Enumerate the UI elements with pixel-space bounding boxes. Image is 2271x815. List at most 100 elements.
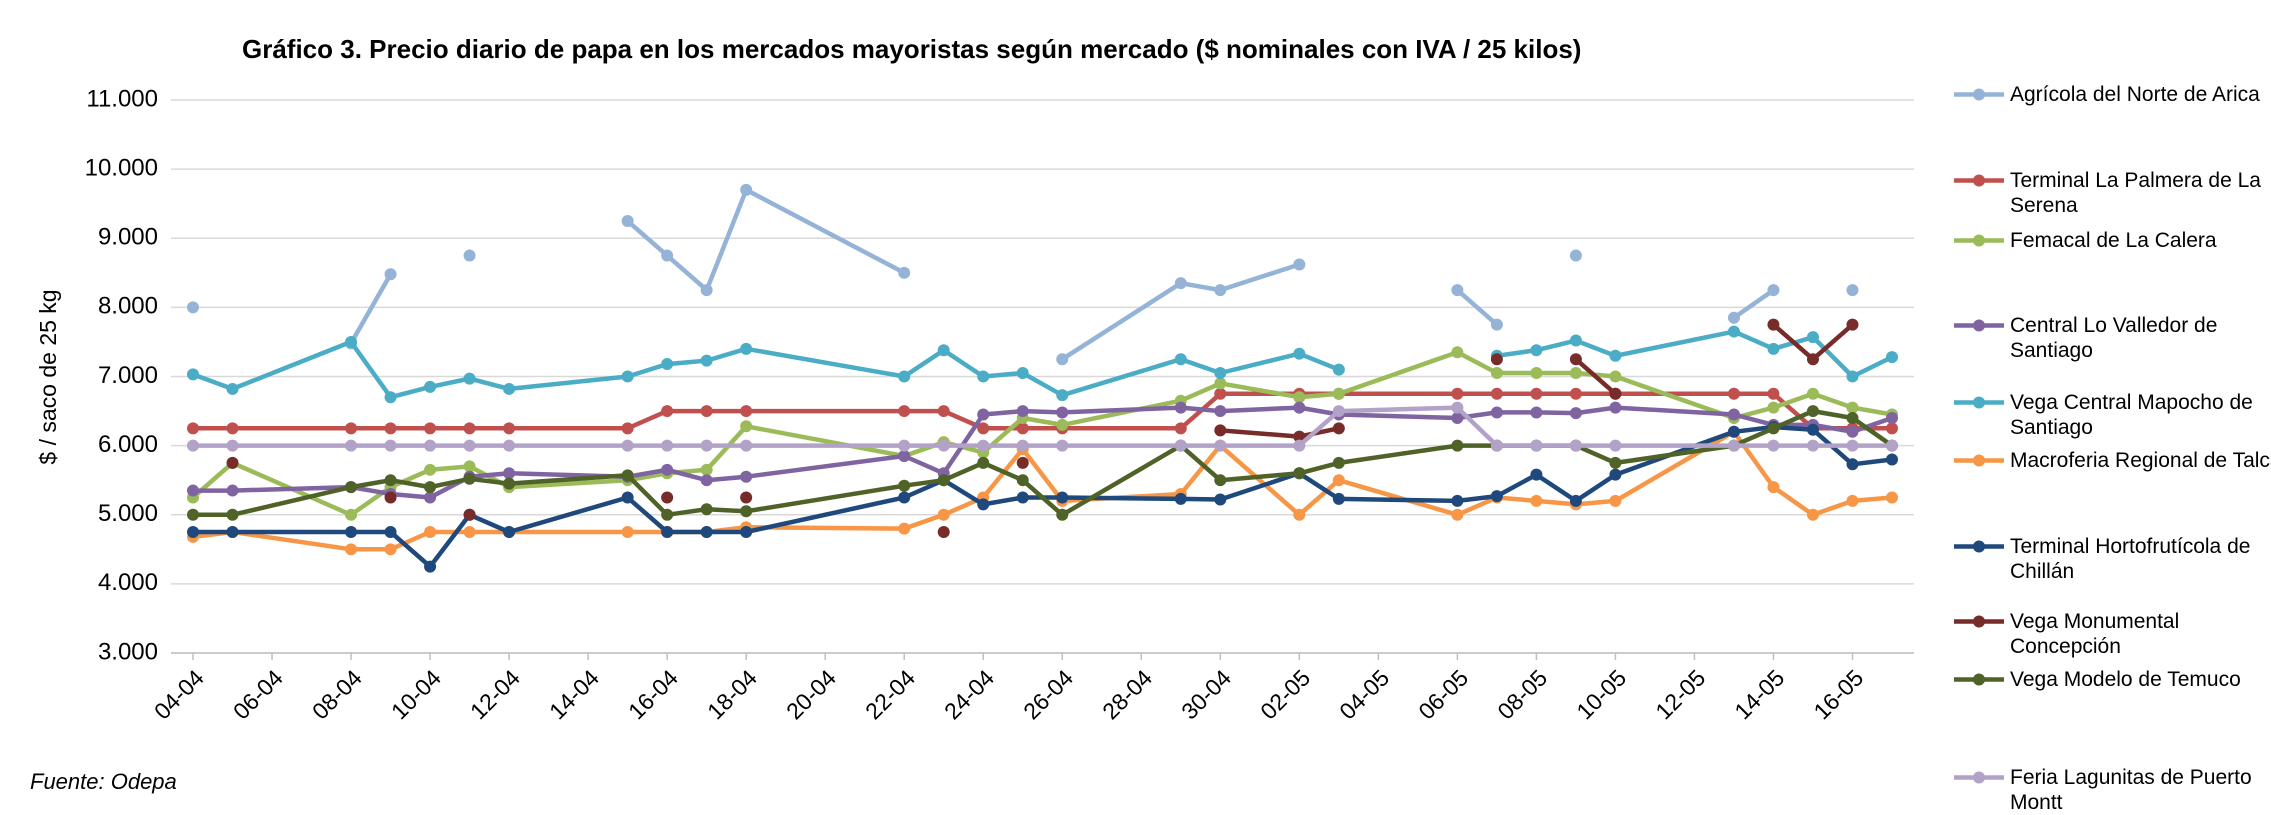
- legend-item: Vega Modelo de Temuco: [1952, 667, 2271, 692]
- data-point: [384, 474, 397, 487]
- y-tick-label: 8.000: [98, 293, 158, 320]
- data-point: [384, 491, 397, 504]
- data-point: [661, 405, 674, 418]
- legend-item: Agrícola del Norte de Arica: [1952, 82, 2271, 107]
- data-point: [1056, 353, 1069, 366]
- data-point: [1293, 258, 1306, 271]
- legend-swatch: [1954, 454, 2004, 467]
- data-point: [1846, 370, 1859, 383]
- data-point: [1806, 508, 1819, 521]
- data-point: [187, 439, 199, 452]
- data-point: [1293, 467, 1306, 480]
- data-point: [1569, 249, 1582, 262]
- legend-marker: [1973, 88, 1985, 101]
- data-point: [424, 422, 437, 435]
- data-point: [1846, 318, 1859, 331]
- legend-swatch: [1954, 88, 2004, 101]
- data-point: [1332, 422, 1345, 435]
- data-point: [898, 449, 911, 462]
- data-point: [1530, 344, 1543, 357]
- data-point: [424, 526, 437, 539]
- data-point: [1174, 277, 1187, 290]
- data-point: [384, 543, 397, 556]
- data-point: [661, 358, 674, 371]
- data-point: [1490, 490, 1503, 503]
- data-point: [1056, 389, 1069, 402]
- data-point: [226, 422, 239, 435]
- y-tick-label: 7.000: [98, 362, 158, 389]
- data-point: [1569, 494, 1582, 507]
- y-axis-label: $ / saco de 25 kg: [35, 289, 61, 464]
- plot-area: [187, 183, 1898, 573]
- data-point: [740, 183, 753, 196]
- data-point: [1846, 458, 1859, 471]
- data-point: [1569, 439, 1582, 452]
- data-point: [740, 491, 753, 504]
- data-point: [1530, 468, 1543, 481]
- y-tick-label: 11.000: [86, 85, 158, 112]
- data-point: [1727, 387, 1740, 400]
- data-point: [700, 284, 713, 297]
- data-point: [898, 491, 911, 504]
- data-point: [1609, 439, 1622, 452]
- data-point: [1569, 387, 1582, 400]
- data-point: [1609, 387, 1622, 400]
- data-point: [1451, 411, 1464, 424]
- data-point: [621, 469, 634, 482]
- data-point: [424, 463, 437, 476]
- data-point: [226, 484, 239, 497]
- data-point: [1214, 474, 1227, 487]
- series-line: [193, 405, 1892, 448]
- data-point: [937, 405, 950, 418]
- data-point: [621, 422, 634, 435]
- data-point: [1569, 353, 1582, 366]
- data-point: [1293, 391, 1306, 404]
- data-point: [700, 354, 713, 367]
- data-point: [1016, 367, 1029, 380]
- x-tick-label: 28-04: [1097, 664, 1157, 724]
- data-point: [187, 508, 199, 521]
- legend-item: Vega Monumental Concepción: [1952, 609, 2271, 659]
- legend-swatch: [1954, 319, 2004, 332]
- x-tick-label: 10-04: [386, 664, 446, 724]
- data-point: [1490, 387, 1503, 400]
- series-line: [192, 429, 1893, 552]
- data-point: [740, 470, 753, 483]
- data-point: [226, 439, 239, 452]
- x-tick-label: 24-04: [939, 664, 999, 724]
- data-point: [424, 491, 437, 504]
- data-point: [621, 370, 634, 383]
- data-point: [1332, 387, 1345, 400]
- data-point: [1214, 405, 1227, 418]
- y-tick-label: 3.000: [98, 638, 158, 665]
- data-point: [1174, 401, 1187, 414]
- data-point: [1016, 456, 1029, 469]
- legend-marker: [1973, 615, 1985, 628]
- y-tick-label: 6.000: [98, 431, 158, 458]
- data-point: [1451, 387, 1464, 400]
- data-point: [1806, 331, 1819, 344]
- data-point: [1609, 468, 1622, 481]
- data-point: [1767, 422, 1780, 435]
- data-point: [345, 335, 358, 348]
- data-point: [937, 474, 950, 487]
- data-point: [937, 344, 950, 357]
- data-point: [700, 503, 713, 516]
- x-tick-label: 08-04: [307, 664, 367, 724]
- legend-label: Terminal La Palmera de La Serena: [2010, 169, 2261, 217]
- legend-label: Terminal Hortofrutícola de Chillán: [2010, 535, 2251, 583]
- data-point: [1767, 439, 1780, 452]
- data-point: [1174, 492, 1187, 505]
- legend-item: Macroferia Regional de Talca: [1952, 448, 2271, 473]
- data-point: [1846, 284, 1859, 297]
- data-point: [700, 463, 713, 476]
- data-point: [1727, 408, 1740, 421]
- x-tick-label: 16-04: [623, 664, 683, 724]
- data-point: [621, 214, 634, 227]
- x-tick-label: 14-05: [1729, 664, 1789, 724]
- data-point: [463, 526, 476, 539]
- data-point: [1016, 422, 1029, 435]
- data-point: [503, 439, 516, 452]
- legend-item: Terminal La Palmera de La Serena: [1952, 168, 2271, 218]
- legend-item: Vega Central Mapocho de Santiago: [1952, 390, 2271, 440]
